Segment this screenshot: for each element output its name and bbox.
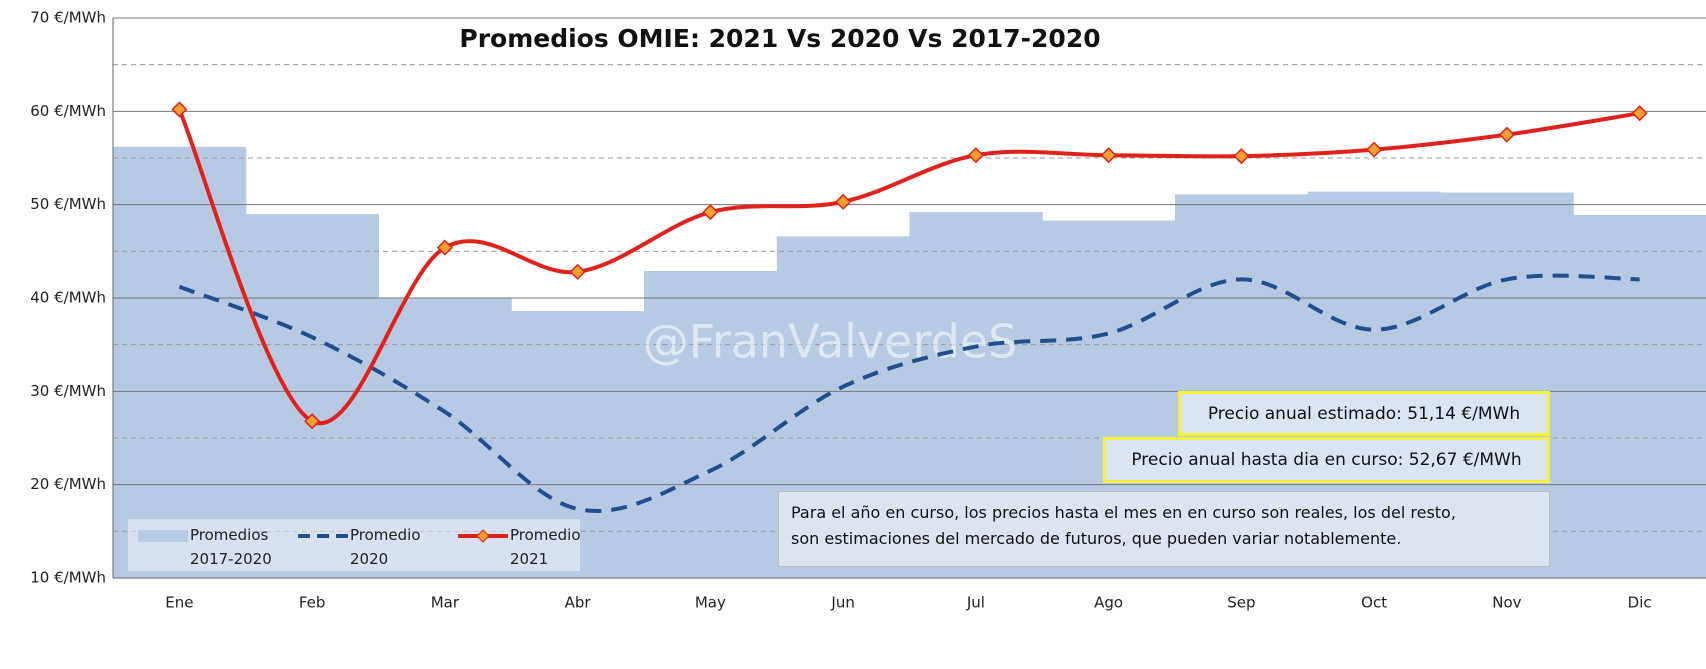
area-step [1573,214,1706,578]
marker [436,239,453,256]
x-tick-label: Dic [1628,594,1652,612]
marker [1366,141,1383,158]
chart-title: Promedios OMIE: 2021 Vs 2020 Vs 2017-202… [459,24,1100,53]
legend-item: Promedios 2017-2020 [138,523,288,571]
area-step [113,146,247,579]
marker [171,101,188,118]
legend-swatch [458,529,508,543]
note: Para el año en curso, los precios hasta … [778,491,1550,567]
legend-item: Promedio 2020 [298,523,448,571]
area-step [378,298,512,578]
watermark: @FranValverdeS [643,315,1018,369]
legend-label: Promedios 2017-2020 [190,526,272,568]
marker [967,147,984,164]
x-tick-label: Ago [1094,594,1123,612]
y-tick-label: 50 €/MWh [30,195,106,213]
legend-label: Promedio 2020 [350,526,421,568]
annotation: Precio anual estimado: 51,14 €/MWh [1178,391,1550,436]
x-tick-label: Mar [431,594,460,612]
note-line: son estimaciones del mercado de futuros,… [791,529,1402,548]
legend-swatch [138,530,188,542]
x-tick-label: Jul [966,594,985,612]
x-tick-label: Jun [830,594,854,612]
legend-label: Promedio 2021 [510,526,581,568]
series-line [178,273,1640,513]
y-tick-label: 30 €/MWh [30,382,106,400]
legend: Promedios 2017-2020 Promedio 2020 Promed… [128,519,581,571]
area-step [245,214,379,578]
marker [702,204,719,221]
marker [1631,105,1648,122]
x-tick-label: Abr [565,594,592,612]
marker [304,413,321,430]
x-tick-label: Ene [165,594,193,612]
x-tick-label: Feb [299,594,326,612]
area-step [511,311,645,578]
marker [835,193,852,210]
annotation: Precio anual hasta dia en curso: 52,67 €… [1103,437,1550,483]
x-tick-label: Sep [1227,594,1255,612]
y-tick-label: 70 €/MWh [30,9,106,27]
x-tick-label: Oct [1361,594,1387,612]
marker [1233,148,1250,165]
y-tick-label: 40 €/MWh [30,289,106,307]
y-tick-label: 10 €/MWh [30,569,106,587]
y-tick-label: 20 €/MWh [30,475,106,493]
x-tick-label: Nov [1492,594,1521,612]
area-step [644,270,778,578]
y-tick-label: 60 €/MWh [30,102,106,120]
marker [1498,126,1515,143]
legend-item: Promedio 2021 [458,523,608,571]
marker [1100,147,1117,164]
x-tick-label: May [695,594,726,612]
marker [569,263,586,280]
note-line: Para el año en curso, los precios hasta … [791,503,1456,522]
legend-swatch [298,534,348,538]
